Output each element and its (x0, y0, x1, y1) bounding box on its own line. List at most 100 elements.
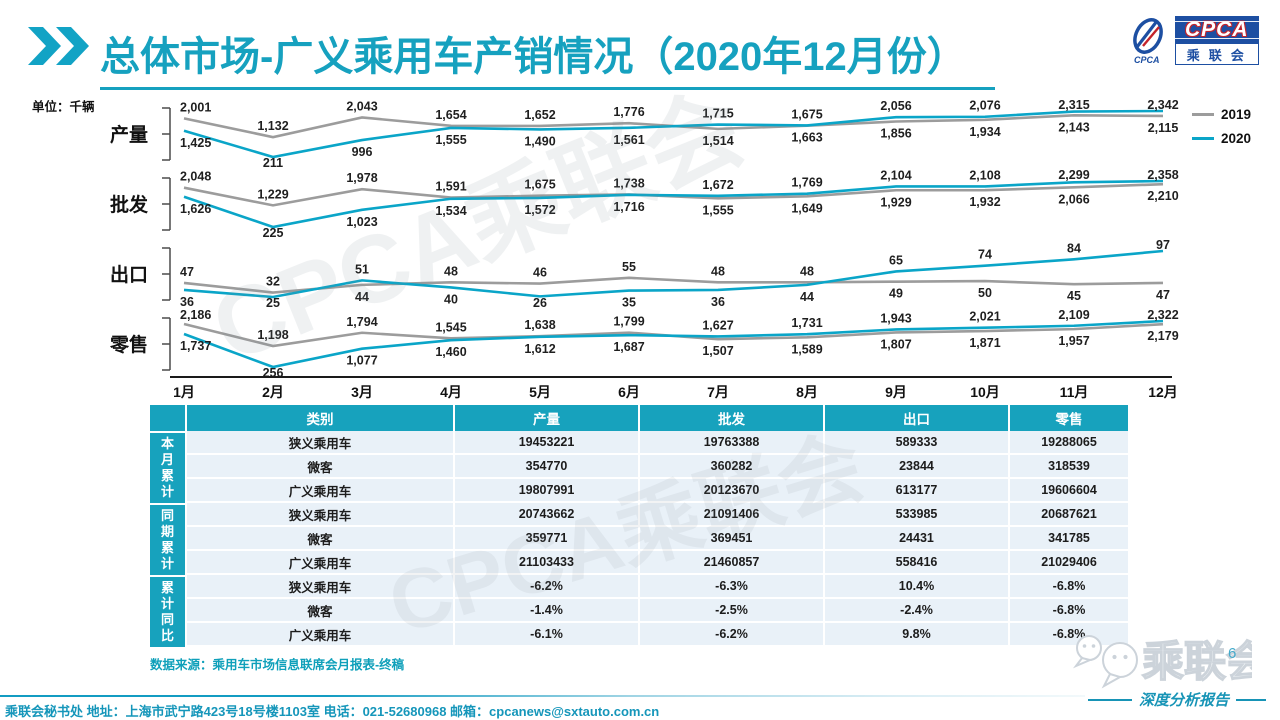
svg-text:32: 32 (266, 275, 280, 289)
svg-text:97: 97 (1156, 238, 1170, 252)
table-value-cell: -6.8% (1010, 599, 1130, 623)
svg-text:47: 47 (1156, 288, 1170, 302)
svg-text:25: 25 (266, 296, 280, 310)
x-axis-tick-label: 1月 (173, 384, 195, 400)
svg-text:2,315: 2,315 (1058, 98, 1089, 112)
table-corner-cell (150, 405, 187, 431)
chart-row-label: 出口 (109, 264, 148, 286)
table-value-cell: 354770 (455, 455, 640, 479)
svg-text:2,109: 2,109 (1058, 308, 1089, 322)
svg-text:1,687: 1,687 (613, 340, 644, 354)
legend-item: 2019 (1192, 102, 1251, 126)
double-chevron-icon (28, 27, 89, 65)
chart-plot: 2,048 1,626 1,229 225 1,978 1,023 1,591 1,534 1,… (162, 168, 1179, 240)
table-value-cell: -6.8% (1010, 575, 1130, 599)
svg-text:1,932: 1,932 (969, 195, 1000, 209)
chart-plot: 2,1861,7371,1982561,7941,0771,5451,4601,… (162, 308, 1179, 380)
table-header-cell: 类别 (187, 405, 455, 431)
chart-row: 出口 47 36 32 25 51 44 48 40 46 26 55 35 48 36 48 44 65 49 74… (0, 238, 1178, 310)
svg-text:2,001: 2,001 (180, 100, 211, 114)
svg-text:1,943: 1,943 (880, 311, 911, 325)
table-value-cell: -6.3% (640, 575, 825, 599)
svg-text:2,342: 2,342 (1147, 98, 1178, 112)
table-value-cell: -2.5% (640, 599, 825, 623)
svg-text:48: 48 (444, 264, 458, 278)
svg-text:1,229: 1,229 (257, 187, 288, 201)
table-value-cell: 20687621 (1010, 503, 1130, 527)
svg-text:1,929: 1,929 (880, 195, 911, 209)
table-value-cell: 359771 (455, 527, 640, 551)
svg-text:51: 51 (355, 262, 369, 276)
svg-text:2,048: 2,048 (180, 170, 211, 184)
svg-text:36: 36 (711, 295, 725, 309)
table-category-cell: 广义乘用车 (187, 551, 455, 575)
svg-text:1,561: 1,561 (613, 133, 644, 147)
svg-text:1,856: 1,856 (880, 126, 911, 140)
svg-text:44: 44 (800, 290, 814, 304)
report-label-text: 深度分析报告 (1139, 693, 1230, 709)
table-value-cell: -1.4% (455, 599, 640, 623)
svg-text:1,589: 1,589 (791, 342, 822, 356)
x-axis-tick-label: 12月 (1148, 384, 1178, 400)
table-row: 广义乘用车 21103433 21460857 558416 21029406 (187, 551, 1130, 575)
legend-label: 2020 (1221, 130, 1252, 146)
table-header-cell: 产量 (455, 405, 640, 431)
table-header-cell: 出口 (825, 405, 1010, 431)
x-axis-tick-label: 10月 (970, 384, 1000, 400)
chart-row-label: 批发 (109, 194, 148, 216)
svg-text:1,626: 1,626 (180, 202, 211, 216)
svg-text:1,738: 1,738 (613, 176, 644, 190)
mascot-watermark-icon: 乘联会 (1072, 635, 1252, 689)
svg-text:2,115: 2,115 (1148, 121, 1179, 135)
svg-text:48: 48 (800, 264, 814, 278)
chart-plot: 2,001 1,425 1,132 211 2,043 996 1,654 1,555 1,65… (162, 98, 1179, 170)
svg-text:44: 44 (355, 290, 369, 304)
table-value-cell: 21091406 (640, 503, 825, 527)
legend-label: 2019 (1221, 106, 1252, 122)
svg-text:2,210: 2,210 (1147, 189, 1178, 203)
svg-text:1,807: 1,807 (880, 337, 911, 351)
legend-line-swatch (1192, 136, 1214, 140)
x-axis-tick-label: 9月 (885, 384, 907, 400)
svg-text:2,179: 2,179 (1147, 329, 1178, 343)
chart-row: 批发 2,048 1,626 1,229 225 1,978 1,023 1,591 1,534… (0, 168, 1179, 240)
table-value-cell: -2.4% (825, 599, 1010, 623)
svg-text:1,627: 1,627 (702, 318, 733, 332)
footer-divider (0, 695, 1085, 697)
table-value-cell: 21460857 (640, 551, 825, 575)
svg-text:1,957: 1,957 (1058, 334, 1089, 348)
report-label: 深度分析报告 (1088, 689, 1267, 710)
svg-text:2,143: 2,143 (1058, 120, 1089, 134)
svg-text:225: 225 (263, 226, 284, 240)
cpca-org-name: 乘联会 (1175, 44, 1259, 65)
svg-text:2,056: 2,056 (880, 99, 911, 113)
svg-text:1,460: 1,460 (435, 345, 466, 359)
summary-table: 类别 产量 批发 出口 零售本 月 累 计同 期 累 计累 计 同 比狭义乘用车 1945… (150, 405, 1130, 647)
x-axis-tick-label: 5月 (529, 384, 551, 400)
svg-text:1,425: 1,425 (180, 136, 211, 150)
chart-row-label: 零售 (109, 334, 148, 356)
svg-text:2,021: 2,021 (969, 310, 1000, 324)
svg-text:1,663: 1,663 (791, 131, 822, 145)
svg-text:26: 26 (533, 296, 547, 310)
table-value-cell: 19763388 (640, 431, 825, 455)
svg-text:1,132: 1,132 (257, 119, 288, 133)
svg-text:2,299: 2,299 (1058, 168, 1089, 182)
svg-text:1,649: 1,649 (791, 201, 822, 215)
x-axis-tick-label: 6月 (618, 384, 640, 400)
report-label-line (1236, 698, 1267, 701)
table-row: 狭义乘用车 -6.2% -6.3% 10.4% -6.8% (187, 575, 1130, 599)
svg-text:1,675: 1,675 (524, 178, 555, 192)
table-row: 狭义乘用车 20743662 21091406 533985 20687621 (187, 503, 1130, 527)
x-axis-tick-label: 3月 (351, 384, 373, 400)
cpca-emblem-icon: CPCA (1133, 18, 1163, 65)
x-axis-tick-label: 4月 (440, 384, 462, 400)
table-group-label: 同 期 累 计 (150, 505, 187, 575)
svg-text:1,077: 1,077 (346, 354, 377, 368)
table-row: 微客 354770 360282 23844 318539 (187, 455, 1130, 479)
table-value-cell: 360282 (640, 455, 825, 479)
table-row: 微客 359771 369451 24431 341785 (187, 527, 1130, 551)
svg-text:36: 36 (180, 295, 194, 309)
svg-text:48: 48 (711, 264, 725, 278)
table-value-cell: 558416 (825, 551, 1010, 575)
